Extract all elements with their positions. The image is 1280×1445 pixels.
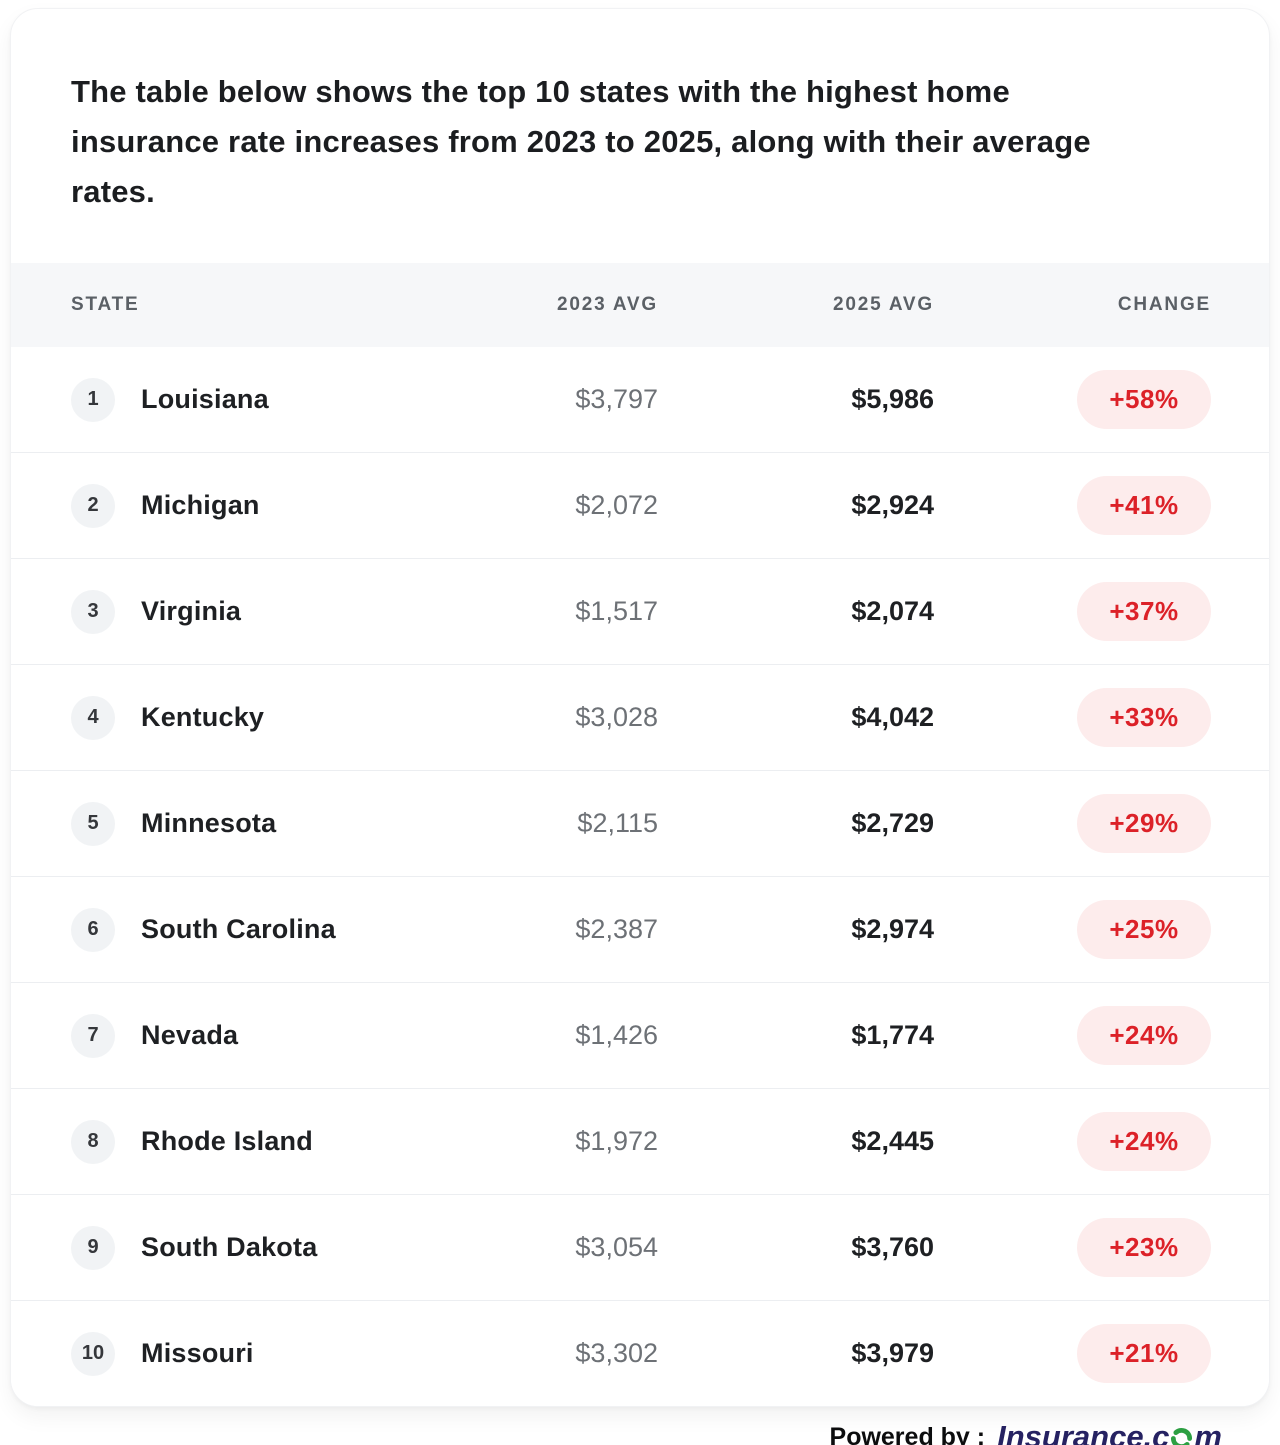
state-name: South Carolina <box>141 914 336 944</box>
table-row: 4 Kentucky $3,028 $4,042 +33% <box>11 664 1269 770</box>
avg-2025-value: $2,729 <box>851 808 934 838</box>
rank-badge: 8 <box>71 1119 115 1164</box>
change-badge: +23% <box>1077 1218 1211 1277</box>
avg-2025-value: $2,074 <box>851 596 934 626</box>
avg-2025-value: $3,979 <box>851 1338 934 1368</box>
state-name: Louisiana <box>141 384 269 414</box>
table-row: 8 Rhode Island $1,972 $2,445 +24% <box>11 1088 1269 1194</box>
column-header-change: CHANGE <box>1117 294 1211 315</box>
avg-2023-value: $3,302 <box>575 1338 658 1368</box>
insurance-com-logo[interactable]: Insurance.c m <box>997 1419 1222 1445</box>
table-row: 10 Missouri $3,302 $3,979 +21% <box>11 1300 1269 1406</box>
avg-2023-value: $1,517 <box>575 596 658 626</box>
powered-by-label: Powered by : <box>829 1422 986 1445</box>
rank-badge: 6 <box>71 907 115 952</box>
state-name: Rhode Island <box>141 1126 313 1156</box>
rank-badge: 9 <box>71 1225 115 1270</box>
table-row: 6 South Carolina $2,387 $2,974 +25% <box>11 876 1269 982</box>
table-row: 9 South Dakota $3,054 $3,760 +23% <box>11 1194 1269 1300</box>
avg-2025-value: $2,445 <box>851 1126 934 1156</box>
rank-badge: 1 <box>71 377 115 422</box>
insurance-rates-card: The table below shows the top 10 states … <box>10 8 1270 1407</box>
table-header-row: STATE 2023 AVG 2025 AVG CHANGE <box>11 263 1269 347</box>
avg-2025-value: $2,974 <box>851 914 934 944</box>
state-name: Minnesota <box>141 808 277 838</box>
state-name: South Dakota <box>141 1232 318 1262</box>
avg-2023-value: $2,072 <box>575 490 658 520</box>
change-badge: +24% <box>1077 1112 1211 1171</box>
avg-2025-value: $2,924 <box>851 490 934 520</box>
rank-badge: 4 <box>71 695 115 740</box>
rank-badge: 3 <box>71 589 115 634</box>
avg-2023-value: $3,797 <box>575 384 658 414</box>
rank-badge: 5 <box>71 801 115 846</box>
avg-2023-value: $2,387 <box>575 914 658 944</box>
avg-2023-value: $3,028 <box>575 702 658 732</box>
avg-2025-value: $4,042 <box>851 702 934 732</box>
state-name: Michigan <box>141 490 260 520</box>
table-row: 7 Nevada $1,426 $1,774 +24% <box>11 982 1269 1088</box>
footer: Powered by : Insurance.c m <box>0 1407 1280 1445</box>
avg-2023-value: $2,115 <box>577 808 658 838</box>
table-row: 3 Virginia $1,517 $2,074 +37% <box>11 558 1269 664</box>
logo-text-prefix: Insurance.c <box>997 1419 1170 1445</box>
green-swirl-o-icon <box>1171 1428 1193 1445</box>
state-name: Nevada <box>141 1020 239 1050</box>
rank-badge: 2 <box>71 483 115 528</box>
avg-2025-value: $3,760 <box>851 1232 934 1262</box>
rank-badge: 7 <box>71 1013 115 1058</box>
table-row: 1 Louisiana $3,797 $5,986 +58% <box>11 347 1269 452</box>
avg-2023-value: $1,426 <box>575 1020 658 1050</box>
intro-text: The table below shows the top 10 states … <box>71 74 1091 209</box>
rank-badge: 10 <box>71 1331 115 1376</box>
column-header-2025-avg: 2025 AVG <box>832 294 934 315</box>
change-badge: +41% <box>1077 476 1211 535</box>
state-name: Kentucky <box>141 702 265 732</box>
avg-2023-value: $3,054 <box>575 1232 658 1262</box>
column-header-state: STATE <box>71 294 140 315</box>
avg-2023-value: $1,972 <box>575 1126 658 1156</box>
change-badge: +24% <box>1077 1006 1211 1065</box>
change-badge: +58% <box>1077 370 1211 429</box>
table-body: 1 Louisiana $3,797 $5,986 +58% 2 Michiga… <box>11 347 1269 1406</box>
change-badge: +25% <box>1077 900 1211 959</box>
change-badge: +37% <box>1077 582 1211 641</box>
avg-2025-value: $1,774 <box>851 1020 934 1050</box>
logo-text-suffix: m <box>1194 1419 1222 1445</box>
change-badge: +29% <box>1077 794 1211 853</box>
avg-2025-value: $5,986 <box>851 384 934 414</box>
table-row: 2 Michigan $2,072 $2,924 +41% <box>11 452 1269 558</box>
change-badge: +33% <box>1077 688 1211 747</box>
change-badge: +21% <box>1077 1324 1211 1383</box>
table-row: 5 Minnesota $2,115 $2,729 +29% <box>11 770 1269 876</box>
state-name: Virginia <box>141 596 242 626</box>
state-name: Missouri <box>141 1338 254 1368</box>
column-header-2023-avg: 2023 AVG <box>556 294 658 315</box>
